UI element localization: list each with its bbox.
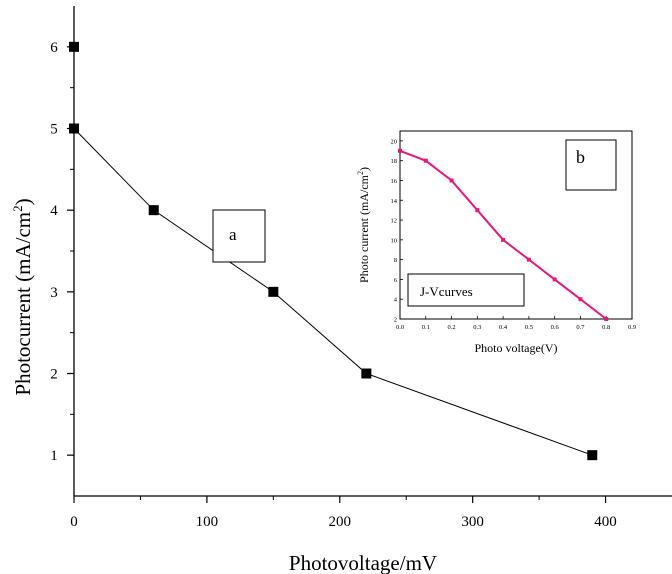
main-ylabel-text: Photocurrent (mA/cm <box>11 212 35 396</box>
main-y-tick-label: 3 <box>50 285 58 301</box>
inset-data-point <box>526 257 531 262</box>
inset-y-tick-label: 18 <box>391 158 398 165</box>
annotation-box-a-label: a <box>229 225 237 244</box>
main-x-tick-label: 0 <box>70 514 78 530</box>
inset-data-point <box>578 297 583 302</box>
inset-data-point <box>475 208 480 213</box>
annotation-box-b <box>565 139 617 191</box>
main-ylabel: Photocurrent (mA/cm2) <box>10 198 35 395</box>
main-y-tick-label: 1 <box>50 448 58 464</box>
main-data-point <box>69 123 79 134</box>
inset-x-tick-label: 0.8 <box>602 324 610 331</box>
main-series <box>69 41 598 461</box>
main-x-tick-label: 100 <box>196 514 219 530</box>
main-data-point <box>268 286 279 297</box>
inset-axes <box>399 130 633 320</box>
inset-x-tick-label: 0.0 <box>396 324 404 331</box>
inset-plot: 0.0 0.1 0.2 0.3 0.4 0.5 0.6 0.7 0.8 0.9 2 4 6 8 10 12 14… <box>356 130 637 355</box>
main-y-tick-label: 4 <box>50 203 58 219</box>
annotation-box-b-label: b <box>576 147 585 167</box>
main-ylabel-close: ) <box>11 198 35 205</box>
inset-x-tick-label: 0.7 <box>576 324 585 331</box>
inset-data-point <box>398 148 402 153</box>
inset-legend-label: J-Vcurves <box>420 284 473 299</box>
inset-y-tick-label: 14 <box>391 198 398 205</box>
main-data-point <box>587 450 598 461</box>
main-y-tick-label: 6 <box>50 40 58 56</box>
main-x-tick-label: 200 <box>329 514 352 530</box>
inset-ylabel-text: Photo current (mA/cm <box>357 174 371 283</box>
annotation-box-a <box>212 209 266 263</box>
main-x-tick-label: 300 <box>461 514 484 530</box>
inset-data-point <box>501 237 506 242</box>
inset-series <box>398 148 609 321</box>
inset-data-point <box>552 277 557 282</box>
inset-y-tick-label: 10 <box>391 237 398 244</box>
inset-y-tick-label: 6 <box>394 277 398 284</box>
inset-ticks: 0.0 0.1 0.2 0.3 0.4 0.5 0.6 0.7 0.8 0.9 2 4 6 8 10 12 14… <box>391 138 637 331</box>
inset-data-point <box>423 158 428 163</box>
inset-x-tick-label: 0.6 <box>551 324 560 331</box>
main-data-point <box>361 368 372 379</box>
inset-y-tick-label: 12 <box>391 218 398 225</box>
inset-x-tick-label: 0.2 <box>447 324 455 331</box>
inset-ylabel: Photo current (mA/cm2) <box>356 167 371 283</box>
main-x-tick-label: 400 <box>594 514 617 530</box>
main-y-tick-label: 5 <box>50 122 58 138</box>
inset-y-tick-label: 8 <box>394 257 397 264</box>
main-data-point <box>69 41 79 52</box>
inset-x-tick-label: 0.3 <box>473 324 481 331</box>
inset-xlabel: Photo voltage(V) <box>475 341 558 355</box>
inset-legend-box <box>407 273 525 307</box>
inset-y-tick-label: 4 <box>394 297 398 304</box>
inset-ylabel-superscript: 2 <box>356 171 365 175</box>
main-data-point <box>148 205 159 216</box>
main-y-tick-label: 2 <box>50 367 58 383</box>
inset-data-point <box>604 317 609 321</box>
inset-y-tick-label: 16 <box>391 178 398 185</box>
inset-x-tick-label: 0.9 <box>628 324 636 331</box>
main-ylabel-superscript: 2 <box>10 205 25 212</box>
inset-x-tick-label: 0.5 <box>525 324 533 331</box>
inset-data-point <box>449 178 454 183</box>
main-xlabel: Photovoltage/mV <box>289 551 437 574</box>
inset-y-tick-label: 20 <box>391 138 398 145</box>
inset-x-tick-label: 0.1 <box>422 324 430 331</box>
inset-y-tick-label: 2 <box>394 317 397 324</box>
inset-ylabel-close: ) <box>357 167 371 171</box>
inset-x-tick-label: 0.4 <box>499 324 508 331</box>
inset-frame <box>399 130 633 320</box>
